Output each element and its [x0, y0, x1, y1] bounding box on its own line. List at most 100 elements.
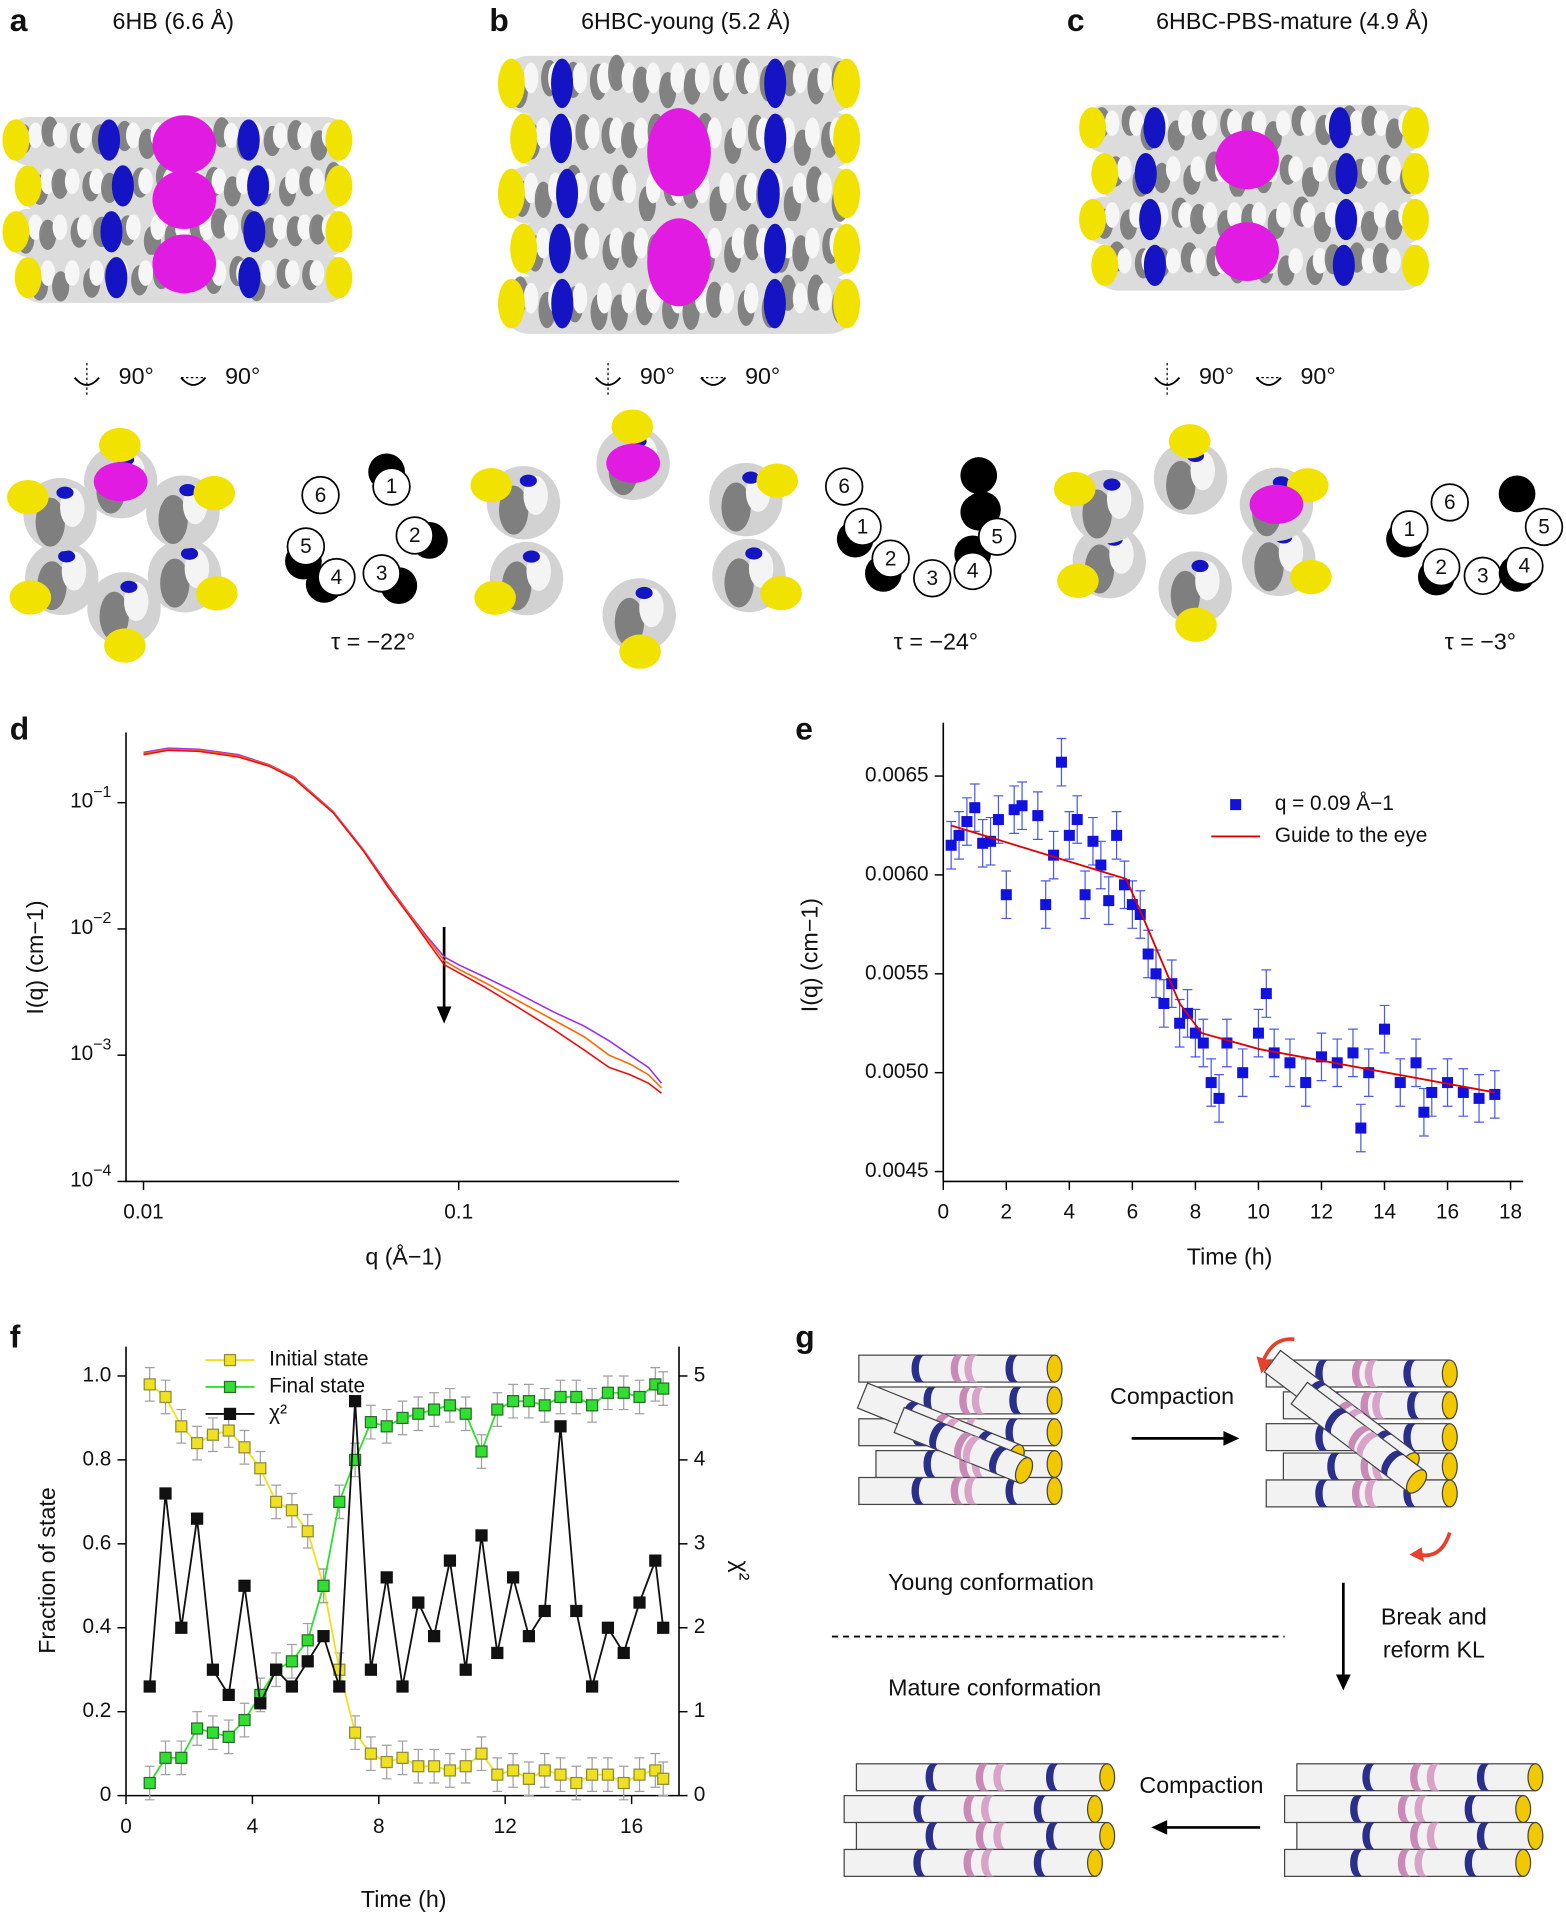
- arrow-head: [1335, 1674, 1351, 1691]
- blue-patch: [745, 547, 763, 560]
- yellow-end: [1053, 471, 1096, 507]
- x-tick-label: 18: [1499, 1201, 1522, 1224]
- cylinder-band: [1045, 1763, 1060, 1791]
- legend-marker: [223, 1353, 237, 1367]
- marker: [206, 1726, 220, 1739]
- wheel-helix: [843, 507, 882, 547]
- rotation-arrow: [1255, 377, 1282, 386]
- y-axis-label: I(q) (cm−1): [796, 898, 822, 1012]
- helix-groove: [706, 281, 724, 318]
- wheel-number: 5: [991, 525, 1003, 548]
- helix-ridge: [1361, 247, 1377, 274]
- cylinder-band: [964, 1355, 978, 1383]
- marker: [633, 1768, 646, 1781]
- marker: [1213, 1092, 1225, 1104]
- cylinder-band: [989, 1446, 1009, 1475]
- y-tick-label: 0.8: [82, 1447, 111, 1470]
- yellow-end: [193, 475, 236, 511]
- marker: [1111, 829, 1123, 841]
- helix-ridge: [1116, 247, 1132, 274]
- marker: [380, 1755, 393, 1769]
- magenta-patch: [1215, 222, 1279, 281]
- y2-axis-label: χ²: [728, 1561, 754, 1581]
- helix-ridge: [719, 172, 735, 204]
- marker: [254, 1462, 267, 1475]
- legend-label: Initial state: [269, 1348, 368, 1371]
- marker: [222, 1424, 235, 1437]
- yellow-end: [1079, 198, 1106, 241]
- marker: [364, 1747, 378, 1760]
- helix-ridge: [584, 227, 600, 259]
- blue-patch: [237, 119, 260, 161]
- line: [950, 824, 1495, 1094]
- rotation-label: 90°: [745, 363, 780, 389]
- x-tick-label: 0: [937, 1201, 949, 1224]
- marker: [633, 1596, 646, 1609]
- helix-ridge: [1116, 156, 1132, 182]
- cylinder-band: [1410, 1763, 1424, 1791]
- yellow-end: [1057, 563, 1099, 598]
- helix-ridge: [52, 214, 68, 241]
- helix-ridge: [28, 214, 43, 241]
- x-tick-label: 8: [1190, 1201, 1202, 1224]
- cylinder-band: [1403, 1360, 1417, 1387]
- marker: [585, 1680, 599, 1693]
- cylinder: [843, 1848, 1103, 1877]
- yellow-end: [7, 480, 49, 515]
- helix-ridge: [1165, 247, 1181, 274]
- cylinder-cap: [1441, 1359, 1458, 1388]
- yellow-end: [1402, 107, 1429, 149]
- x-tick-label: 0: [120, 1815, 132, 1838]
- helix-groove: [614, 597, 645, 647]
- cylinder: [843, 1794, 1103, 1824]
- cylinder-cap: [1515, 1848, 1532, 1877]
- marker: [206, 1663, 220, 1676]
- x-tick-label: 0.1: [444, 1201, 473, 1224]
- helix-ridge: [285, 168, 300, 195]
- helix-groove: [1170, 570, 1201, 620]
- marker: [143, 1680, 156, 1693]
- yellow-end: [325, 211, 353, 253]
- marker: [953, 829, 965, 841]
- x-tick-label: 16: [1436, 1201, 1459, 1224]
- marker: [190, 1512, 204, 1525]
- marker: [961, 816, 973, 828]
- marker: [1418, 1106, 1430, 1118]
- y-tick-label: 10−4: [70, 1163, 111, 1192]
- yellow-end: [756, 463, 799, 498]
- helix-groove: [608, 54, 626, 92]
- marker: [254, 1697, 267, 1710]
- arrow-head: [1151, 1820, 1168, 1835]
- helix-ridge: [817, 62, 832, 94]
- marker: [1126, 899, 1138, 911]
- marker: [364, 1663, 378, 1676]
- rotation-arrow: [1154, 377, 1181, 386]
- x-axis-label: Time (h): [1187, 1244, 1273, 1270]
- helix-ridge: [138, 260, 153, 286]
- blue-patch: [764, 58, 787, 109]
- helix-ridge: [817, 172, 832, 204]
- helix-ridge: [523, 282, 539, 314]
- blue-patch: [1191, 559, 1209, 573]
- rotation-arrow-head: [1256, 1356, 1273, 1374]
- cylinder-band: [1360, 1391, 1374, 1419]
- y2-tick-label: 1: [694, 1699, 706, 1722]
- marker: [617, 1386, 630, 1399]
- helix-ridge: [126, 122, 141, 149]
- marker: [1221, 1037, 1233, 1049]
- blue-patch: [551, 58, 574, 109]
- helix-ridge: [1300, 110, 1316, 137]
- x-tick-label: 8: [373, 1815, 385, 1838]
- cylinder-band: [1464, 1795, 1479, 1823]
- marker: [570, 1776, 583, 1790]
- wheel-number: 4: [967, 560, 979, 583]
- panel-letter: b: [489, 2, 508, 38]
- helix-groove: [309, 214, 327, 245]
- cylinder-band: [1045, 1822, 1060, 1850]
- magenta-patch: [647, 108, 711, 197]
- helix-ridge: [1288, 247, 1303, 274]
- helix-ridge: [1202, 110, 1218, 137]
- yellow-end: [611, 409, 654, 444]
- marker: [1489, 1088, 1501, 1100]
- marker: [1189, 1027, 1201, 1039]
